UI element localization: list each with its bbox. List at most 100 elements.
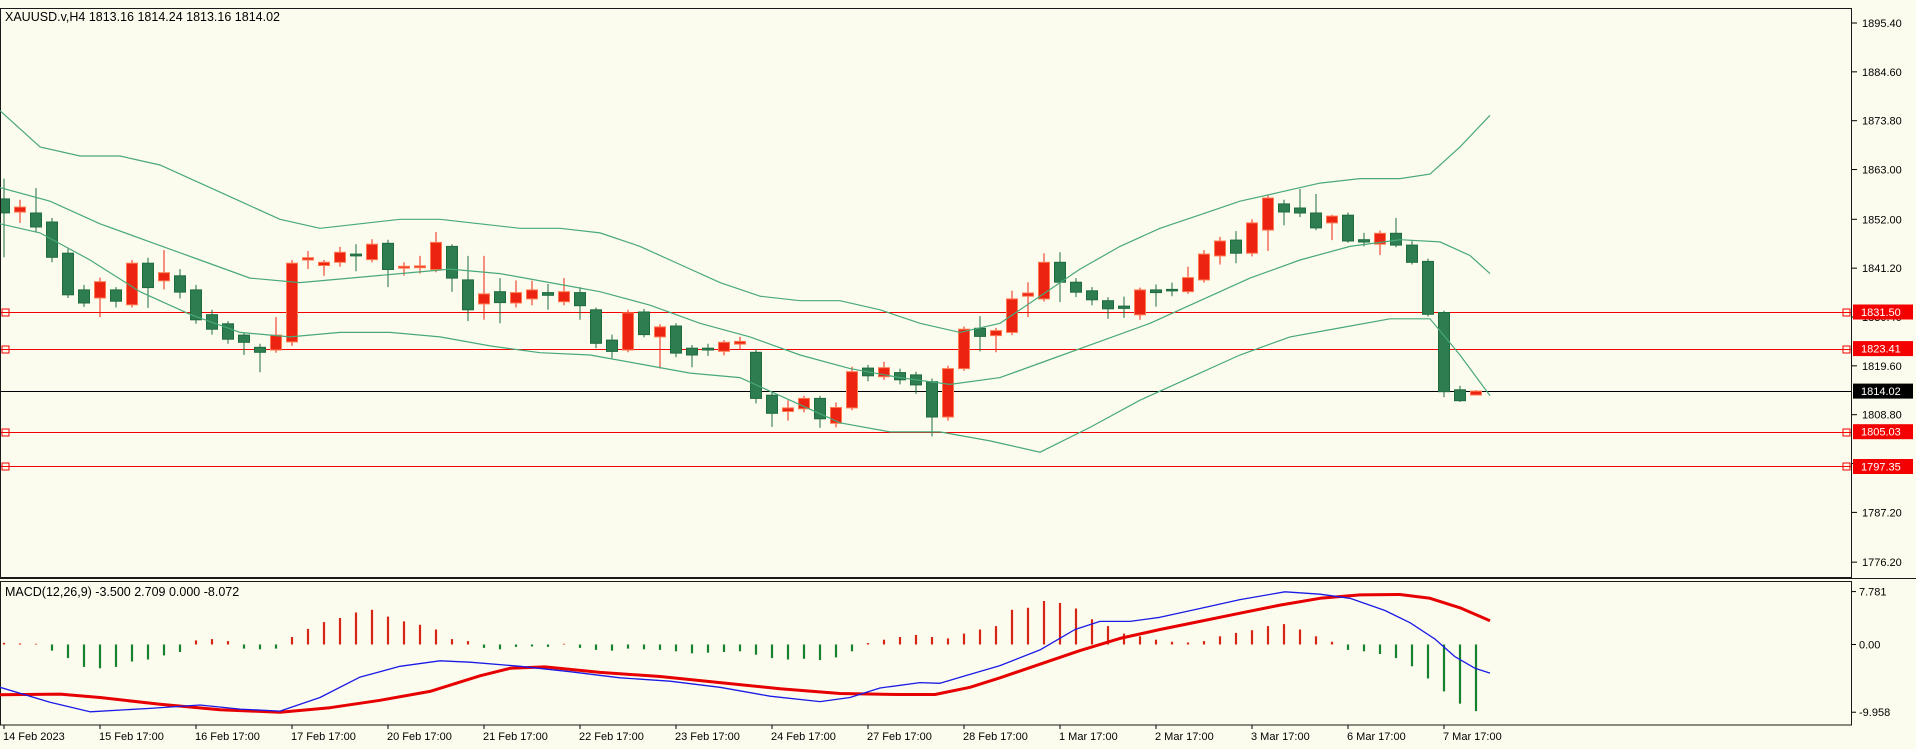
candle-body [974,327,986,337]
candle-bear [254,343,266,373]
hline-handle-left[interactable] [1,428,10,437]
time-tick-label: 14 Feb 2023 [3,731,65,743]
hline-handle-left[interactable] [1,462,10,471]
candle-bear [1230,231,1242,264]
candle-bear [78,284,90,307]
candle-body [270,334,282,351]
candle-body [558,291,570,303]
candle-bear [142,257,154,308]
candle-body [1134,289,1146,316]
candle-bull [414,255,426,274]
candle-body [1406,244,1418,263]
candle-body [318,261,330,266]
candle-body [702,347,714,351]
hline-handle-right[interactable] [1842,462,1851,471]
candle-bull [734,336,746,350]
macd-panel[interactable]: 7.781 0.00 -9.958 [0,578,1916,726]
candle-body [446,245,458,279]
hline-price-label [1853,341,1913,357]
candle-body [1246,222,1258,254]
hline-handle-right[interactable] [1842,345,1851,354]
candle-body [1310,212,1322,229]
price-tick-label: 1776.20 [1862,557,1902,569]
candle-bull [302,251,314,270]
candle-bull [846,366,858,411]
candle-bull [318,260,330,276]
candle-bear [1086,287,1098,306]
candle-body [414,265,426,269]
price-tick-label: 1873.80 [1862,116,1902,128]
main-price-panel[interactable] [0,8,1852,578]
candle-bear [1438,310,1450,398]
time-tick-label: 21 Feb 17:00 [483,731,548,743]
candle-bull [158,250,170,290]
candle-bear [606,334,618,359]
candle-bear [926,378,938,437]
candle-bull [942,365,954,421]
candle-bull [1022,282,1034,317]
time-tick-label: 3 Mar 17:00 [1251,731,1310,743]
candle-bear [1422,258,1434,317]
candle-body [718,341,730,352]
candle-bear [1390,217,1402,248]
candle-bull [654,324,666,369]
candle-body [1150,289,1162,294]
macd-tick-label: 7.781 [1859,587,1887,599]
candle-body [430,241,442,270]
candle-body [590,309,602,344]
current-price-label [1853,383,1913,399]
candle-bear [1166,282,1178,297]
candle-bear [30,188,42,232]
candle-bull [1326,214,1338,241]
macd-tick-label: 0.00 [1859,640,1880,652]
hline-handle-left[interactable] [1,345,10,354]
time-axis[interactable]: 14 Feb 2023 15 Feb 17:00 16 Feb 17:00 17 Fe… [3,725,1502,743]
candle-body [1230,239,1242,254]
candle-body [574,292,586,307]
candle-body [1102,300,1114,310]
candle-body [1470,390,1482,396]
price-tick-label: 1895.40 [1862,18,1902,30]
candle-bull [558,278,570,306]
candle-bull [286,260,298,346]
candle-body [350,253,362,257]
hline-handle-right[interactable] [1842,428,1851,437]
candle-body [14,206,26,213]
candle-bull [1214,236,1226,265]
candle-body [1038,261,1050,300]
candle-bull [782,400,794,421]
candle-body [798,397,810,410]
candle-body [1294,207,1306,214]
candle-bear [174,269,186,299]
candle-body [478,293,490,305]
hline-handle-left[interactable] [1,308,10,317]
candle-body [670,325,682,354]
candle-body [286,262,298,343]
candle-body [1454,389,1466,402]
candle-bull [94,277,106,317]
macd-signal-line [0,593,1491,714]
candle-bull [510,280,522,308]
candle-body [1118,305,1130,309]
candle-bear [190,284,202,324]
candle-bear [222,321,234,344]
candle-body [1166,288,1178,292]
candle-body [782,407,794,412]
candle-body [174,275,186,293]
candle-bear [670,323,682,358]
candle-bear [46,217,58,263]
time-tick-label: 27 Feb 17:00 [867,731,932,743]
candle-body [62,252,74,296]
candle-body [142,262,154,289]
price-axis[interactable]: 1895.40 1884.60 1873.80 1863.00 1852.00 1841.… [1852,18,1913,569]
time-tick-label: 17 Feb 17:00 [291,731,356,743]
hline-price-label [1853,304,1913,320]
candle-body [1326,215,1338,224]
macd-panel-border [0,581,1852,726]
candle-bear [1454,385,1466,402]
macd-indicator-label: MACD(12,26,9) -3.500 2.709 0.000 -8.072 [5,585,239,599]
candle-bull [1262,194,1274,251]
hline-handle-right[interactable] [1842,308,1851,317]
candle-bear [350,244,362,272]
